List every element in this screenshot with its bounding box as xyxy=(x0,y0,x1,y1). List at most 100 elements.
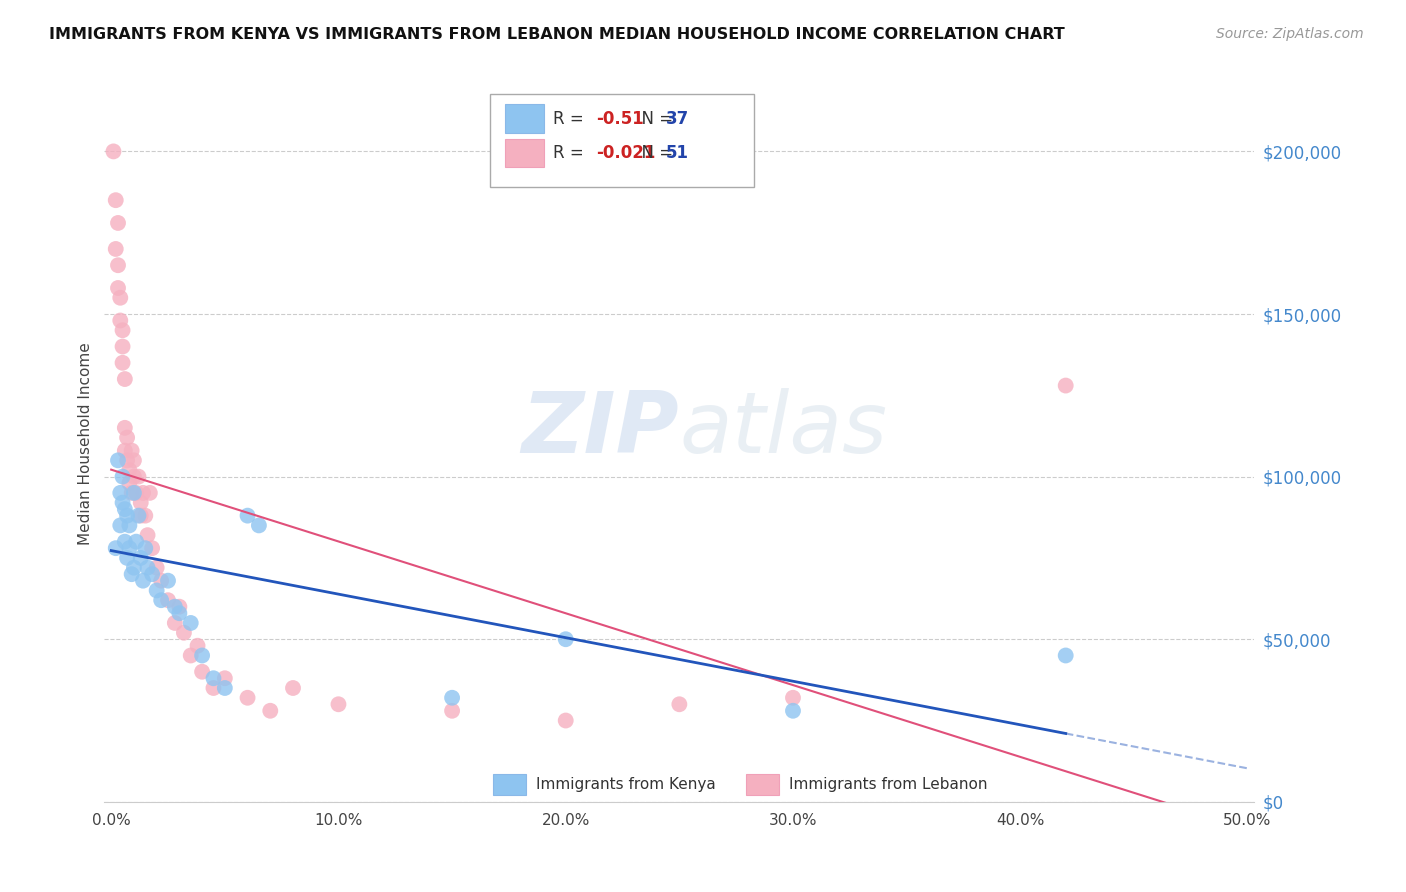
Point xyxy=(115,508,138,523)
Point xyxy=(163,615,186,630)
Point xyxy=(1054,378,1077,392)
Point xyxy=(118,476,141,491)
Point xyxy=(114,372,136,386)
Point xyxy=(187,639,209,653)
Point xyxy=(122,560,145,574)
Point xyxy=(115,453,138,467)
Point xyxy=(554,632,576,647)
Text: 51: 51 xyxy=(665,144,689,162)
Point xyxy=(150,593,173,607)
Point xyxy=(236,690,259,705)
Text: N =: N = xyxy=(631,144,679,162)
Point xyxy=(169,599,191,614)
Point xyxy=(111,356,134,370)
Y-axis label: Median Household Income: Median Household Income xyxy=(79,343,93,546)
Point xyxy=(107,281,129,295)
Point xyxy=(247,518,270,533)
FancyBboxPatch shape xyxy=(494,774,526,795)
Point xyxy=(114,421,136,435)
Point xyxy=(122,469,145,483)
Point xyxy=(114,443,136,458)
Point xyxy=(118,518,141,533)
Point xyxy=(132,574,155,588)
Point xyxy=(145,560,167,574)
Point xyxy=(110,291,132,305)
Point xyxy=(214,671,236,685)
Point xyxy=(121,486,143,500)
Point xyxy=(115,431,138,445)
Point xyxy=(103,145,125,159)
Point xyxy=(191,648,214,663)
Text: Source: ZipAtlas.com: Source: ZipAtlas.com xyxy=(1216,27,1364,41)
Point xyxy=(782,690,804,705)
FancyBboxPatch shape xyxy=(747,774,779,795)
Point xyxy=(136,560,159,574)
Point xyxy=(129,495,152,509)
Point xyxy=(134,541,156,556)
Point xyxy=(180,615,202,630)
Point xyxy=(554,714,576,728)
Point xyxy=(114,534,136,549)
Text: atlas: atlas xyxy=(679,388,887,471)
Point xyxy=(121,567,143,582)
Point xyxy=(202,671,225,685)
Point xyxy=(107,216,129,230)
Point xyxy=(115,550,138,565)
Point xyxy=(145,583,167,598)
Point xyxy=(236,508,259,523)
Text: -0.021: -0.021 xyxy=(596,144,657,162)
Point xyxy=(441,690,464,705)
Text: Immigrants from Kenya: Immigrants from Kenya xyxy=(536,777,716,792)
Point xyxy=(156,593,179,607)
Point xyxy=(132,486,155,500)
Point xyxy=(122,453,145,467)
Point xyxy=(441,704,464,718)
Point xyxy=(111,323,134,337)
Point xyxy=(129,508,152,523)
Point xyxy=(125,486,148,500)
Point xyxy=(136,528,159,542)
Point xyxy=(782,704,804,718)
Point xyxy=(111,469,134,483)
Text: -0.51: -0.51 xyxy=(596,110,644,128)
Point xyxy=(202,681,225,695)
Point xyxy=(104,242,127,256)
Point xyxy=(259,704,281,718)
Text: 37: 37 xyxy=(665,110,689,128)
Point xyxy=(111,339,134,353)
Point xyxy=(107,258,129,272)
Point xyxy=(127,508,149,523)
Text: R =: R = xyxy=(553,144,589,162)
Point xyxy=(328,698,350,712)
Point xyxy=(173,625,195,640)
Point xyxy=(150,574,173,588)
Point xyxy=(139,486,162,500)
Point xyxy=(127,469,149,483)
Point xyxy=(141,567,163,582)
Point xyxy=(214,681,236,695)
Point xyxy=(169,606,191,620)
Text: IMMIGRANTS FROM KENYA VS IMMIGRANTS FROM LEBANON MEDIAN HOUSEHOLD INCOME CORRELA: IMMIGRANTS FROM KENYA VS IMMIGRANTS FROM… xyxy=(49,27,1064,42)
Point xyxy=(141,541,163,556)
Point xyxy=(107,453,129,467)
Point xyxy=(110,313,132,327)
Point xyxy=(191,665,214,679)
Point xyxy=(1054,648,1077,663)
Point xyxy=(114,502,136,516)
FancyBboxPatch shape xyxy=(489,94,754,186)
Point xyxy=(111,495,134,509)
Point xyxy=(156,574,179,588)
Point xyxy=(129,550,152,565)
Point xyxy=(125,534,148,549)
Point xyxy=(110,518,132,533)
Text: ZIP: ZIP xyxy=(522,388,679,471)
Point xyxy=(163,599,186,614)
Point xyxy=(281,681,304,695)
FancyBboxPatch shape xyxy=(505,104,544,133)
Point xyxy=(104,541,127,556)
Point xyxy=(104,193,127,207)
FancyBboxPatch shape xyxy=(505,138,544,167)
Point xyxy=(122,486,145,500)
Point xyxy=(118,463,141,477)
Text: R =: R = xyxy=(553,110,589,128)
